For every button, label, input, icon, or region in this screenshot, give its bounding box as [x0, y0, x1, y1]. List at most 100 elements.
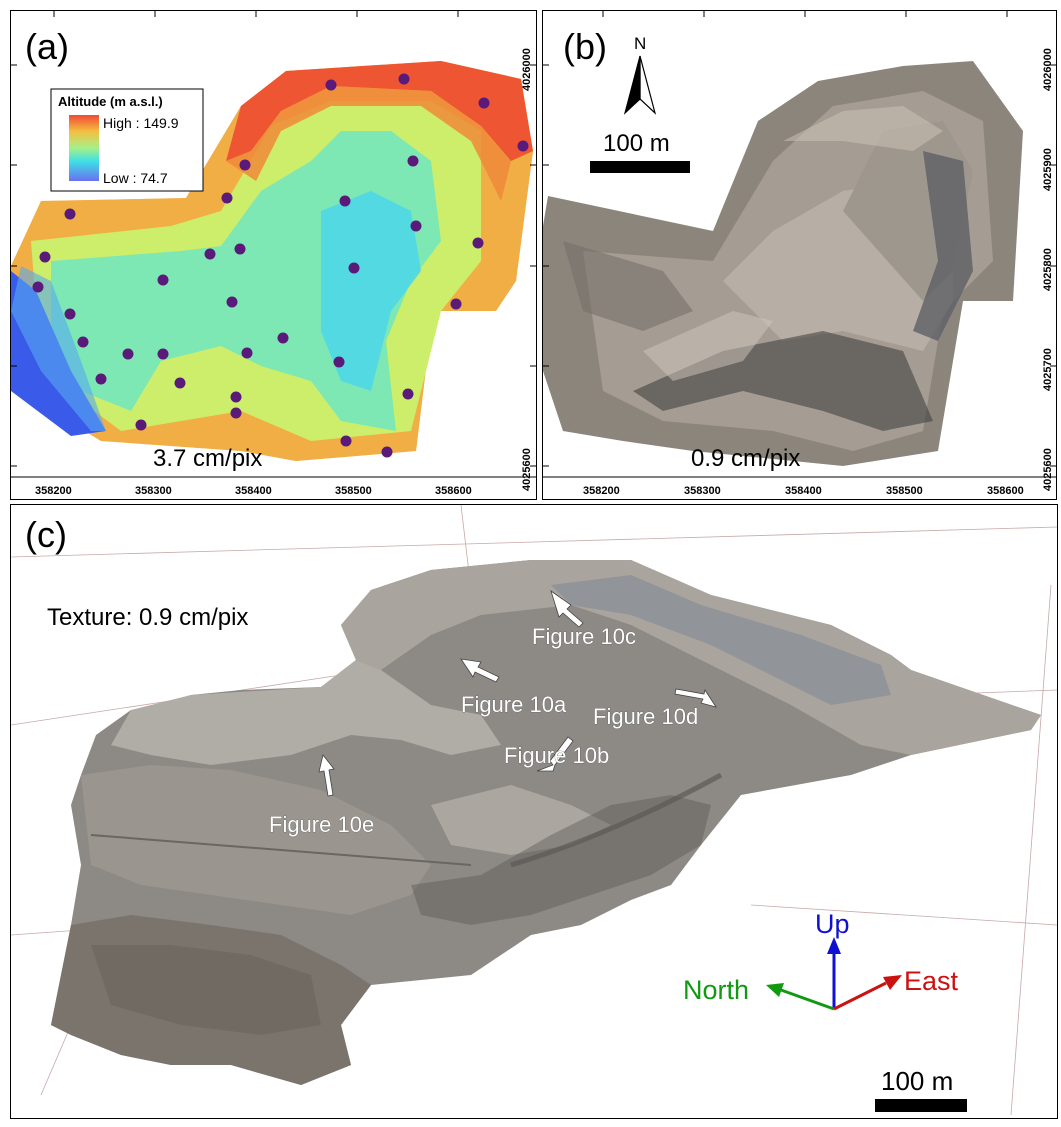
control-points — [32, 73, 529, 458]
model-3d-svg: (c) Texture: 0.9 cm/pix Figure 10c Figur… — [11, 505, 1057, 1116]
north-axis — [780, 988, 835, 1011]
control-point — [398, 73, 410, 85]
arrow-figure-10c — [550, 590, 584, 628]
east-label: East — [904, 966, 959, 996]
control-point — [135, 419, 147, 431]
arrow-figure-10a — [460, 658, 500, 683]
east-arrowhead — [883, 975, 902, 990]
control-point — [230, 391, 242, 403]
panel-a-resolution: 3.7 cm/pix — [153, 445, 262, 472]
control-point — [478, 97, 490, 109]
y-tick-label: 4026000 — [1042, 48, 1054, 91]
figure-10b-label: Figure 10b — [504, 743, 609, 768]
control-point — [402, 388, 414, 400]
control-point — [339, 195, 351, 207]
control-point — [64, 208, 76, 220]
orthophoto-surface — [543, 61, 1023, 466]
legend-low: Low : 74.7 — [103, 170, 168, 186]
control-point — [32, 281, 44, 293]
x-tick-label: 358400 — [785, 485, 822, 497]
up-arrowhead — [827, 937, 841, 954]
legend-high: High : 149.9 — [103, 115, 179, 131]
y-tick-label: 4025900 — [1042, 148, 1054, 191]
control-point — [407, 155, 419, 167]
north-arrowhead — [766, 983, 784, 997]
scale-bar-label: 100 m — [603, 130, 670, 157]
panel-a-tick-marks — [11, 11, 536, 467]
control-point — [241, 347, 253, 359]
scale-bar-label: 100 m — [881, 1066, 953, 1096]
north-arrow: N — [623, 34, 657, 115]
panel-b-label: (b) — [563, 26, 607, 67]
control-point — [517, 140, 529, 152]
control-point — [174, 377, 186, 389]
terrain-model — [51, 560, 1041, 1085]
north-label: N — [634, 34, 646, 53]
control-point — [340, 435, 352, 447]
control-point — [410, 220, 422, 232]
panel-c-label: (c) — [25, 514, 67, 555]
altitude-legend: Altitude (m a.s.l.) High : 149.9 Low : 7… — [50, 88, 204, 192]
panel-c-scale-bar: 100 m — [875, 1066, 967, 1112]
control-point — [122, 348, 134, 360]
north-label: North — [683, 975, 749, 1005]
y-tick-label: 4025600 — [1042, 448, 1054, 491]
control-point — [39, 251, 51, 263]
control-point — [325, 79, 337, 91]
legend-title: Altitude (m a.s.l.) — [58, 94, 163, 109]
x-tick-label: 358600 — [987, 485, 1024, 497]
x-tick-label: 358500 — [335, 485, 372, 497]
panel-b-tick-marks — [543, 11, 1056, 467]
control-point — [77, 336, 89, 348]
x-tick-label: 358300 — [135, 485, 172, 497]
panel-a-label: (a) — [25, 26, 69, 67]
arrow-figure-10b — [536, 736, 574, 772]
control-point — [348, 262, 360, 274]
figure-10c-label: Figure 10c — [532, 624, 636, 649]
control-point — [450, 298, 462, 310]
control-point — [95, 373, 107, 385]
control-point — [277, 332, 289, 344]
control-point — [157, 274, 169, 286]
control-point — [64, 308, 76, 320]
up-label: Up — [815, 909, 850, 939]
y-tick-label: 4025600 — [521, 448, 533, 491]
figure-arrows — [318, 590, 717, 797]
control-point — [204, 248, 216, 260]
x-tick-label: 358600 — [435, 485, 472, 497]
y-tick-label: 4025800 — [1042, 248, 1054, 291]
dem-map-svg: Altitude (m a.s.l.) High : 149.9 Low : 7… — [11, 11, 536, 497]
figure-10e-label: Figure 10e — [269, 812, 374, 837]
control-point — [226, 296, 238, 308]
y-tick-label: 4025700 — [1042, 348, 1054, 391]
legend-color-ramp — [69, 115, 99, 181]
control-point — [234, 243, 246, 255]
texture-label: Texture: 0.9 cm/pix — [47, 604, 248, 631]
x-tick-label: 358500 — [886, 485, 923, 497]
x-tick-label: 358200 — [35, 485, 72, 497]
arrow-figure-10d — [674, 688, 717, 708]
panel-a-dem-map: Altitude (m a.s.l.) High : 149.9 Low : 7… — [10, 10, 537, 500]
control-point — [381, 446, 393, 458]
figure-10a-label: Figure 10a — [461, 692, 567, 717]
figure-10d-label: Figure 10d — [593, 704, 698, 729]
control-point — [239, 159, 251, 171]
panel-b-resolution: 0.9 cm/pix — [691, 445, 800, 472]
x-tick-label: 358300 — [684, 485, 721, 497]
control-point — [472, 237, 484, 249]
control-point — [157, 348, 169, 360]
panel-b-scale-bar: 100 m — [590, 130, 690, 173]
arrow-figure-10e — [318, 754, 335, 797]
panel-c-3d-model: (c) Texture: 0.9 cm/pix Figure 10c Figur… — [10, 504, 1058, 1119]
x-tick-label: 358200 — [583, 485, 620, 497]
panel-b-orthophoto: (b) N 100 m 0.9 cm/pix — [542, 10, 1057, 500]
control-point — [333, 356, 345, 368]
orientation-axes: Up North East — [683, 909, 959, 1011]
x-tick-label: 358400 — [235, 485, 272, 497]
y-tick-label: 4026000 — [521, 48, 533, 91]
bounding-box-lines — [11, 505, 1057, 1116]
control-point — [230, 407, 242, 419]
control-point — [221, 192, 233, 204]
orthophoto-svg: (b) N 100 m 0.9 cm/pix — [543, 11, 1056, 497]
east-axis — [833, 981, 887, 1011]
